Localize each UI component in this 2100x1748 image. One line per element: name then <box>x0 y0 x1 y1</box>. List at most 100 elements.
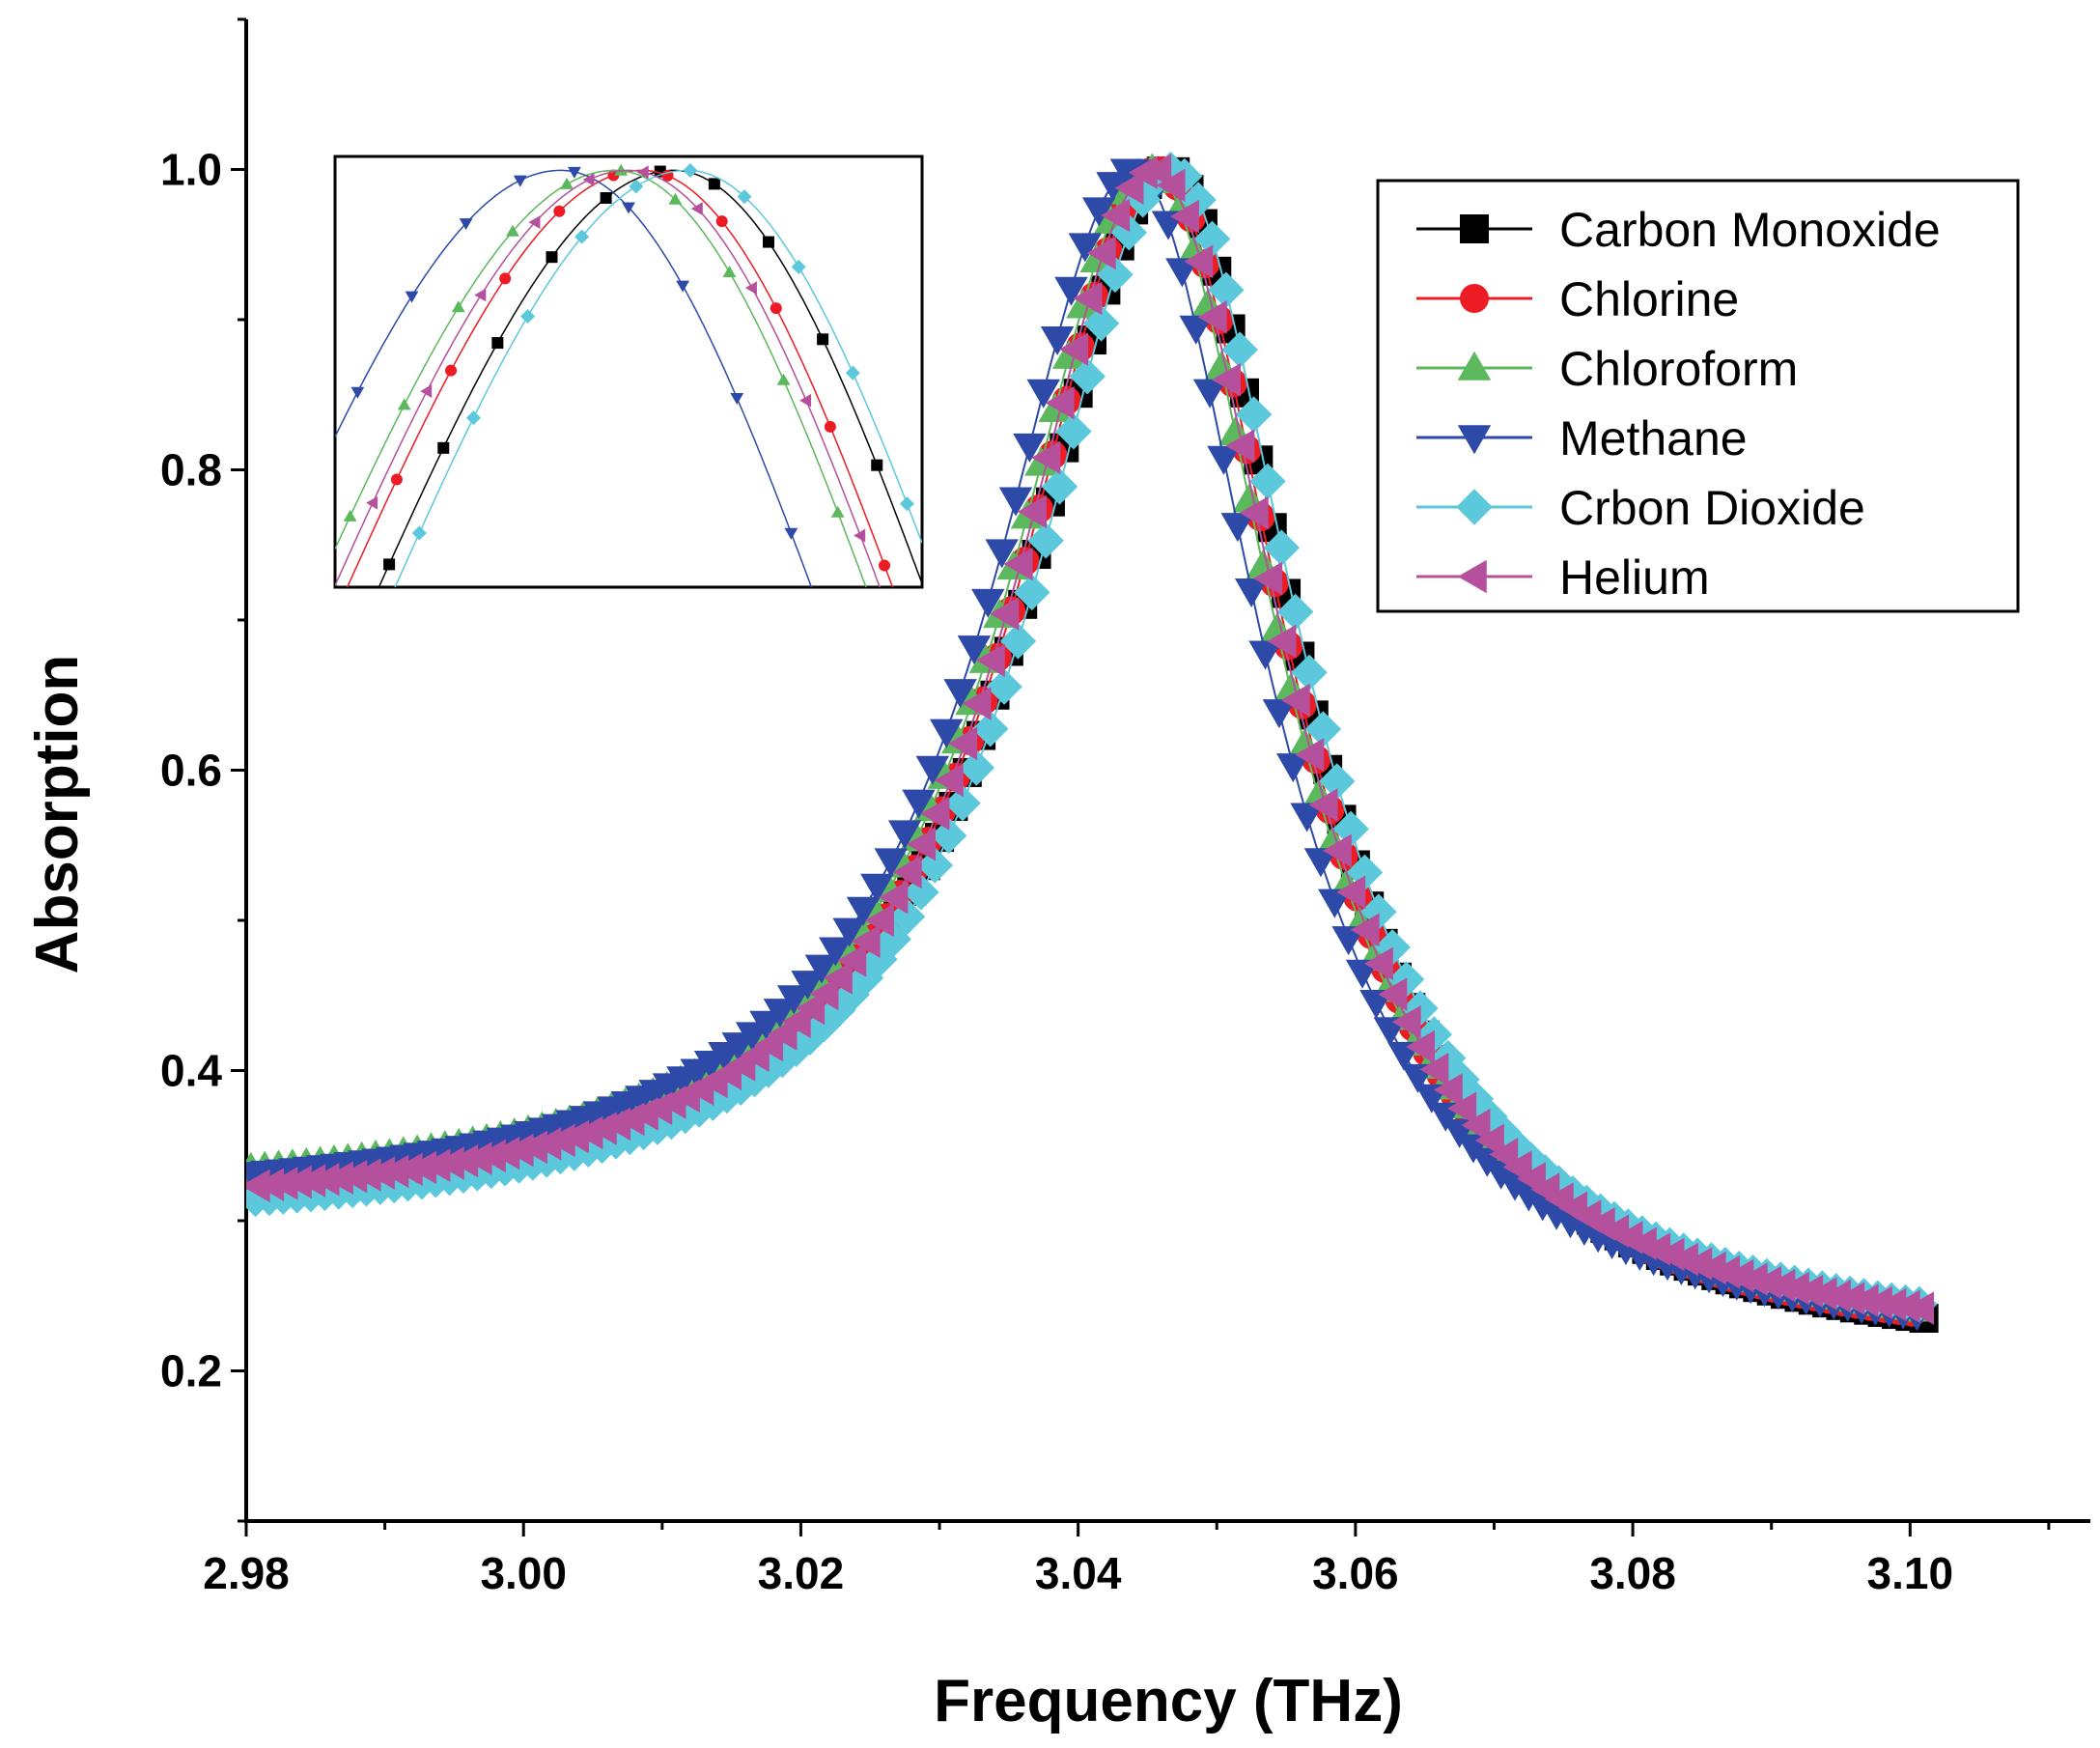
inset-point <box>420 384 433 399</box>
data-point <box>476 1139 506 1173</box>
data-point <box>986 668 1022 705</box>
inset-point <box>690 202 703 216</box>
data-point <box>915 755 950 785</box>
legend-frame <box>1376 179 2020 613</box>
data-point <box>1710 1255 1740 1289</box>
data-point <box>985 539 1019 569</box>
data-point <box>874 848 909 878</box>
data-point <box>1114 171 1144 205</box>
legend-label: Carbon Monoxide <box>1559 203 1941 257</box>
data-point <box>1295 738 1325 772</box>
x-tick-label: 3.02 <box>758 1548 845 1598</box>
data-point <box>1862 1285 1892 1320</box>
data-point <box>1779 1271 1809 1306</box>
data-point <box>971 711 1009 747</box>
data-point <box>1905 1291 1935 1325</box>
inset-point <box>437 441 450 454</box>
data-point <box>1406 1029 1436 1064</box>
legend-marker <box>1457 425 1492 455</box>
data-point <box>449 1143 479 1178</box>
data-point <box>1877 1287 1907 1322</box>
inset-point <box>343 509 357 522</box>
data-point <box>1738 1262 1768 1296</box>
data-point <box>804 954 839 984</box>
inset-point <box>459 218 473 231</box>
legend-label: Methane <box>1559 411 1748 465</box>
data-point <box>1068 233 1103 263</box>
data-point <box>777 985 811 1015</box>
legend-label: Chlorine <box>1559 272 1739 326</box>
data-point <box>1045 385 1075 420</box>
inset-point <box>885 651 899 663</box>
inset-point <box>776 373 791 385</box>
data-point <box>1332 810 1369 848</box>
inset-point <box>762 236 774 248</box>
inset-point <box>622 202 635 214</box>
data-point <box>1234 578 1269 607</box>
data-point <box>1724 1258 1754 1293</box>
data-point <box>393 1152 423 1187</box>
data-point <box>1322 833 1352 868</box>
data-point <box>1086 236 1116 270</box>
data-point <box>1253 561 1283 596</box>
data-point <box>998 487 1033 517</box>
inset-point <box>791 259 806 274</box>
data-point <box>421 1148 451 1182</box>
data-point <box>1752 1265 1782 1300</box>
data-point <box>1026 379 1061 409</box>
data-point <box>943 679 977 709</box>
legend-marker <box>1457 559 1487 594</box>
y-tick-label: 0.8 <box>160 445 222 495</box>
inset-point <box>676 280 690 293</box>
legend-entry: Carbon Monoxide <box>1416 203 1941 257</box>
data-point <box>1276 593 1314 631</box>
data-point <box>846 896 881 926</box>
inset-zoom <box>333 155 924 663</box>
data-point <box>1096 172 1130 202</box>
legend: Carbon Monoxide Chlorine Chloroform Methane… <box>1376 179 2020 613</box>
data-point <box>1014 574 1050 611</box>
data-point <box>1059 332 1089 366</box>
inset-point <box>411 525 427 541</box>
inset-point <box>899 496 914 512</box>
inset-point <box>520 309 536 324</box>
data-point <box>1220 513 1255 543</box>
inset-line <box>394 169 922 587</box>
data-point <box>407 1150 437 1185</box>
inset-point <box>553 205 566 217</box>
inset-point <box>397 398 411 410</box>
data-point <box>823 961 853 995</box>
data-point <box>1363 946 1393 981</box>
inset-point <box>817 333 829 346</box>
inset-point <box>350 386 365 399</box>
data-point <box>1169 199 1199 234</box>
data-point <box>504 1133 534 1168</box>
data-point <box>1391 1004 1421 1039</box>
data-point <box>962 687 992 720</box>
inset-point <box>784 527 798 540</box>
data-point <box>929 719 964 748</box>
inset-point <box>799 393 812 408</box>
inset-point <box>730 392 744 405</box>
legend-marker <box>1457 351 1492 381</box>
inset-point <box>499 272 512 285</box>
legend-entry: Chlorine <box>1416 272 1739 326</box>
data-point <box>1378 977 1408 1011</box>
data-point <box>763 999 798 1029</box>
legend-entry: Methane <box>1416 411 1748 465</box>
data-point <box>1766 1268 1796 1303</box>
data-point <box>1267 624 1297 659</box>
data-point <box>957 635 992 665</box>
axes: 2.98 3.00 3.02 3.04 3.06 3.08 3.10 0.2 0.4 0.6 0.8… <box>160 17 2090 1598</box>
legend-marker <box>1456 489 1493 525</box>
data-point <box>920 797 950 831</box>
data-point <box>1017 494 1047 529</box>
x-tick-label: 3.10 <box>1867 1548 1954 1598</box>
data-point <box>1291 654 1328 691</box>
inset-point <box>465 410 481 426</box>
data-point <box>1128 155 1158 189</box>
inset-point <box>715 215 728 228</box>
data-point <box>1013 433 1047 463</box>
data-point <box>860 873 894 903</box>
inset-point <box>629 179 644 194</box>
